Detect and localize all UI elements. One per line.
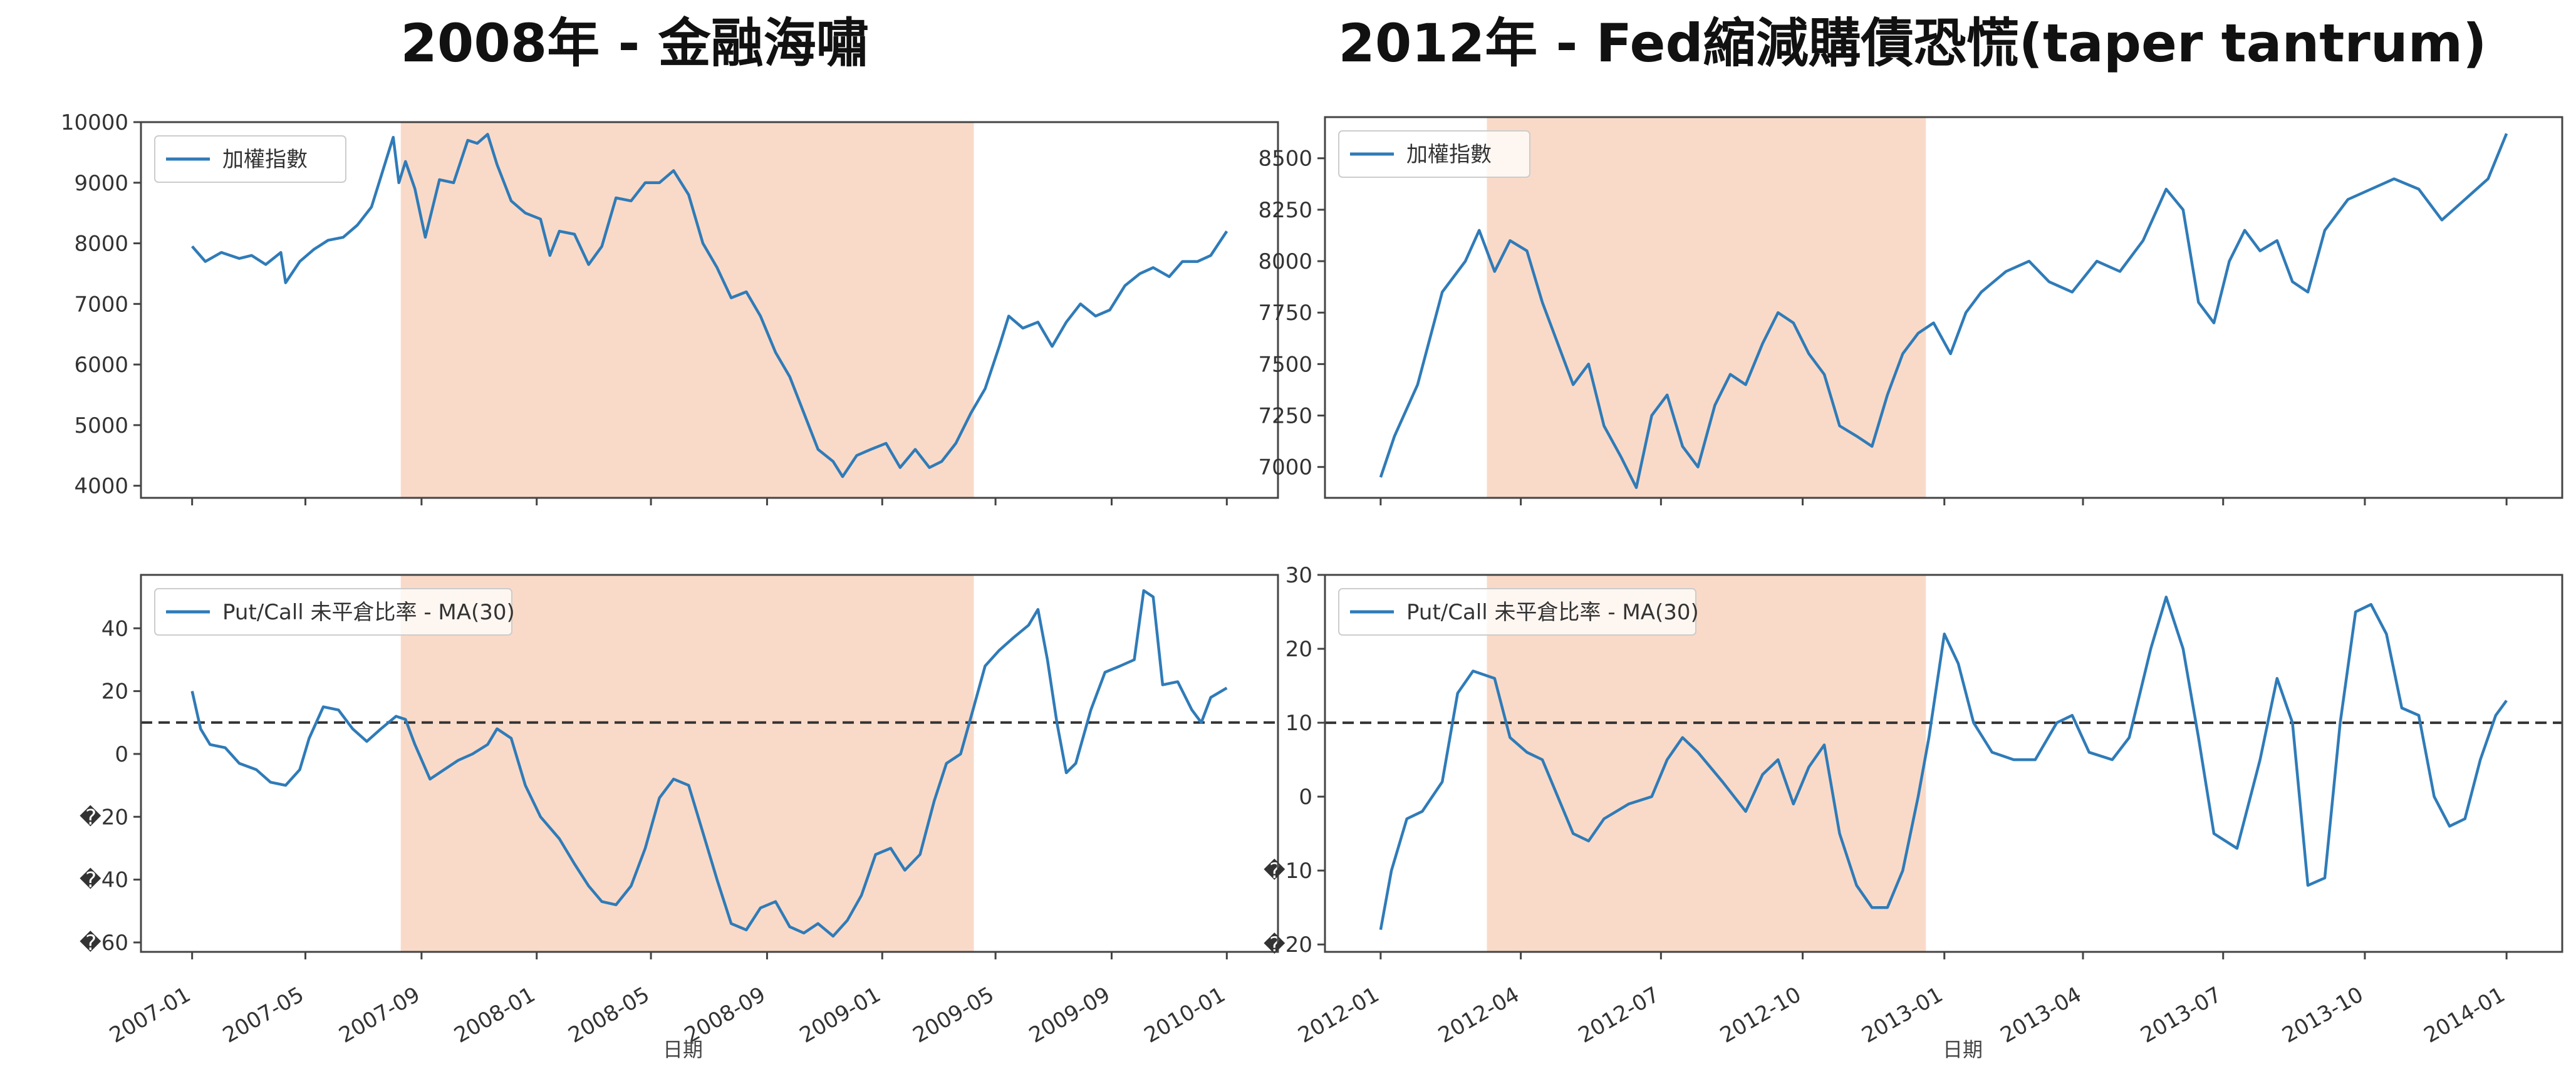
legend-box bbox=[1338, 130, 1530, 178]
y-tick-label: �20 bbox=[1264, 932, 1312, 958]
y-tick-label: 10 bbox=[1285, 711, 1312, 736]
y-tick-label: 8250 bbox=[1258, 198, 1312, 223]
legend-box bbox=[1338, 588, 1696, 636]
series-line bbox=[1379, 596, 2508, 931]
x-tick-label: 2012-07 bbox=[1574, 982, 1664, 1048]
legend-label: 加權指數 bbox=[1406, 142, 1492, 167]
x-tick-label: 2009-09 bbox=[1025, 982, 1114, 1048]
panel-index: 4000 5000 6000 7000 8000 9000 10000 加權指數 bbox=[61, 110, 1279, 505]
y-tick-label: 5000 bbox=[74, 413, 128, 438]
chart-title: 2008年 - 金融海嘯 bbox=[400, 13, 868, 74]
x-axis-label: 日期 bbox=[1943, 1038, 1983, 1061]
y-tick-label: 7750 bbox=[1258, 301, 1312, 326]
y-tick-label: 20 bbox=[1285, 637, 1312, 662]
x-axis-label: 日期 bbox=[663, 1038, 703, 1061]
y-tick-label: �20 bbox=[80, 805, 128, 830]
panel-index: 7000 7250 7500 7750 8000 8250 8500 加權指數 bbox=[1258, 116, 2563, 505]
y-tick-label: 7500 bbox=[1258, 352, 1312, 377]
x-tick-label: 2012-10 bbox=[1716, 982, 1805, 1048]
legend: Put/Call 未平倉比率 - MA(30) bbox=[1338, 588, 1699, 636]
x-tick-label: 2013-04 bbox=[1996, 982, 2085, 1048]
chart-title: 2012年 - Fed縮減購債恐慌(taper tantrum) bbox=[1338, 13, 2486, 74]
y-tick-label: 40 bbox=[101, 616, 128, 641]
x-tick-label: 2012-04 bbox=[1434, 982, 1524, 1048]
x-tick-label: 2013-07 bbox=[2136, 982, 2226, 1048]
y-tick-label: 10000 bbox=[61, 110, 128, 135]
y-tick-label: 9000 bbox=[74, 171, 128, 196]
panel-put-call-ratio: �20 �10 0 10 20 30 Put/Call 未平倉比率 - MA(30) bbox=[1264, 563, 2563, 959]
y-tick-label: 0 bbox=[115, 742, 128, 767]
legend-label: 加權指數 bbox=[222, 147, 308, 172]
x-tick-label: 2013-10 bbox=[2278, 982, 2367, 1048]
legend: 加權指數 bbox=[1338, 130, 1530, 178]
x-tick-label: 2007-01 bbox=[105, 982, 195, 1048]
y-tick-label: �10 bbox=[1264, 859, 1312, 884]
y-tick-label: �40 bbox=[80, 868, 128, 893]
legend-box bbox=[154, 588, 512, 636]
x-tick-label: 2008-05 bbox=[564, 982, 654, 1048]
shaded-region bbox=[400, 122, 974, 498]
x-tick-label: 2008-01 bbox=[450, 982, 539, 1048]
y-tick-label: 30 bbox=[1285, 563, 1312, 588]
legend-box bbox=[154, 135, 346, 183]
panel-put-call-ratio: �60 �40 �20 0 20 40 Put/Call 未平倉比率 - MA(30) bbox=[80, 574, 1279, 959]
y-tick-label: 6000 bbox=[74, 353, 128, 378]
legend: Put/Call 未平倉比率 - MA(30) bbox=[154, 588, 515, 636]
y-tick-label: 8000 bbox=[1258, 249, 1312, 274]
chart-right: 2012年 - Fed縮減購債恐慌(taper tantrum) 7000 7250… bbox=[1258, 13, 2563, 1061]
plot-frame bbox=[140, 574, 1279, 953]
chart-left: 2008年 - 金融海嘯 4000 5000 6000 7000 8000 9000 1000… bbox=[61, 13, 1279, 1061]
x-tick-label: 2009-05 bbox=[909, 982, 999, 1048]
x-tick-label: 2007-09 bbox=[335, 982, 424, 1048]
y-tick-label: 7250 bbox=[1258, 404, 1312, 429]
y-tick-label: �60 bbox=[80, 931, 128, 956]
legend-label: Put/Call 未平倉比率 - MA(30) bbox=[1406, 600, 1699, 625]
plot-frame bbox=[140, 121, 1279, 499]
legend: 加權指數 bbox=[154, 135, 346, 183]
series-line bbox=[1379, 133, 2508, 489]
x-tick-label: 2009-01 bbox=[796, 982, 885, 1048]
x-tick-label: 2007-05 bbox=[219, 982, 308, 1048]
y-tick-label: 20 bbox=[101, 679, 128, 705]
y-tick-label: 8500 bbox=[1258, 147, 1312, 172]
y-tick-label: 4000 bbox=[74, 474, 128, 499]
series-line bbox=[190, 589, 1228, 938]
x-tick-label: 2013-01 bbox=[1857, 982, 1947, 1048]
y-tick-label: 7000 bbox=[74, 292, 128, 317]
legend-label: Put/Call 未平倉比率 - MA(30) bbox=[222, 600, 515, 625]
shaded-region bbox=[400, 575, 974, 952]
series-line bbox=[191, 133, 1228, 478]
x-tick-label: 2012-01 bbox=[1294, 982, 1383, 1048]
y-tick-label: 0 bbox=[1299, 785, 1312, 810]
y-tick-label: 7000 bbox=[1258, 455, 1312, 480]
x-tick-label: 2010-01 bbox=[1140, 982, 1230, 1048]
y-tick-label: 8000 bbox=[74, 232, 128, 257]
x-tick-label: 2014-01 bbox=[2420, 982, 2510, 1048]
